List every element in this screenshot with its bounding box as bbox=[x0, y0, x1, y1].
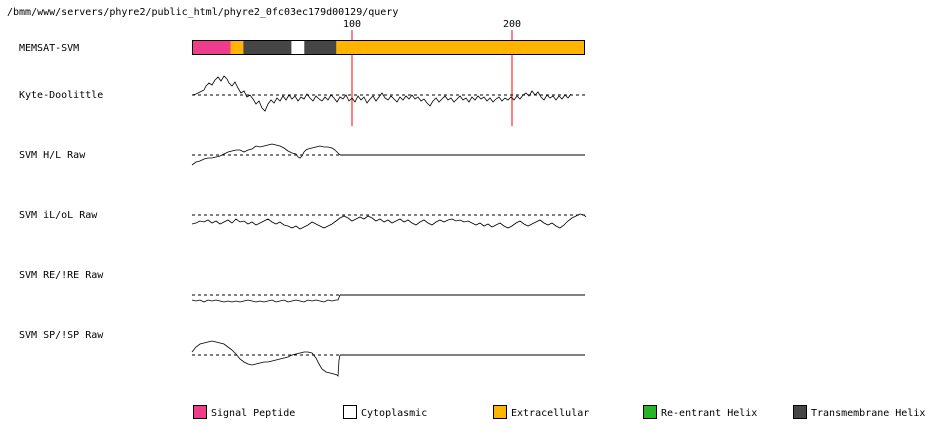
iloL-trace bbox=[191, 213, 587, 230]
memsat-segment-extracellular-1 bbox=[230, 40, 244, 55]
legend: Signal Peptide Cytoplasmic Extracellular Re… bbox=[193, 405, 925, 419]
memsat-segment-signal-peptide-0 bbox=[192, 40, 231, 55]
legend-swatch-extracellular bbox=[493, 405, 507, 419]
track-baselines bbox=[192, 94, 585, 356]
memsat-segment-extracellular-5 bbox=[336, 40, 585, 55]
memsat-segment-transmembrane-2 bbox=[243, 40, 292, 55]
track-label-iloL: SVM iL/oL Raw bbox=[19, 210, 98, 221]
track-label-kd: Kyte-Doolittle bbox=[19, 90, 103, 101]
residue-ticks: 100 200 bbox=[343, 19, 521, 126]
track-labels: MEMSAT-SVM Kyte-Doolittle SVM H/L Raw SV… bbox=[19, 43, 104, 341]
re-trace bbox=[191, 294, 341, 303]
tick-label-200: 200 bbox=[503, 19, 521, 30]
track-label-memsat: MEMSAT-SVM bbox=[19, 43, 79, 54]
kd-trace bbox=[191, 75, 572, 112]
memsat-bar-border bbox=[192, 40, 585, 55]
track-label-sp: SVM SP/!SP Raw bbox=[19, 330, 104, 341]
tick-label-100: 100 bbox=[343, 19, 361, 30]
track-label-re: SVM RE/!RE Raw bbox=[19, 270, 104, 281]
legend-swatch-cytoplasmic bbox=[343, 405, 357, 419]
legend-swatch-reentrant bbox=[643, 405, 657, 419]
legend-label-extracellular: Extracellular bbox=[511, 408, 589, 419]
memsat-bar bbox=[192, 40, 585, 55]
hl-trace bbox=[191, 143, 341, 166]
track-label-hl: SVM H/L Raw bbox=[19, 150, 86, 161]
legend-label-cytoplasmic: Cytoplasmic bbox=[361, 408, 427, 419]
memsat-segment-transmembrane-4 bbox=[304, 40, 337, 55]
sp-trace bbox=[191, 340, 341, 377]
legend-label-transmembrane: Transmembrane Helix bbox=[811, 408, 925, 419]
memsat-segment-cytoplasmic-3 bbox=[291, 40, 305, 55]
score-traces bbox=[191, 75, 587, 377]
legend-swatch-transmembrane bbox=[793, 405, 807, 419]
legend-swatch-signal-peptide bbox=[193, 405, 207, 419]
legend-label-signal-peptide: Signal Peptide bbox=[211, 408, 295, 419]
legend-label-reentrant: Re-entrant Helix bbox=[661, 408, 757, 419]
query-path: /bmm/www/servers/phyre2/public_html/phyr… bbox=[7, 7, 398, 18]
